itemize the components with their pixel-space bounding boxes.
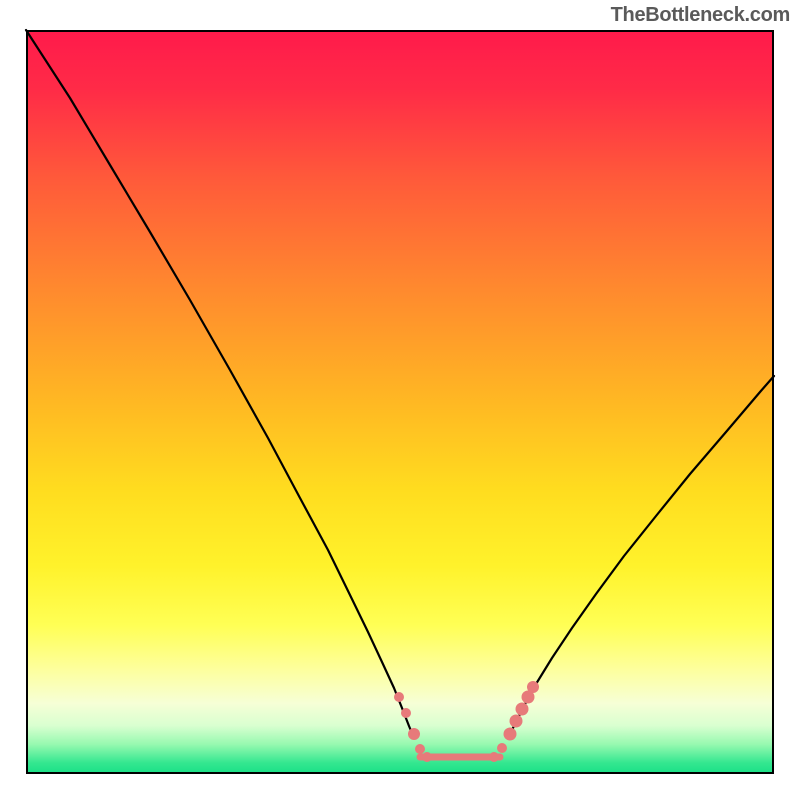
scatter-point — [415, 744, 425, 754]
scatter-point — [510, 715, 523, 728]
scatter-point — [394, 692, 404, 702]
chart-frame: TheBottleneck.com — [0, 0, 800, 800]
watermark-text: TheBottleneck.com — [611, 4, 790, 27]
scatter-points — [394, 681, 539, 762]
scatter-point — [489, 752, 499, 762]
scatter-point — [408, 728, 420, 740]
scatter-point — [497, 743, 507, 753]
scatter-point — [504, 728, 517, 741]
left-curve — [26, 30, 414, 738]
scatter-point — [422, 752, 432, 762]
bottleneck-curve-chart — [0, 0, 800, 800]
scatter-point — [527, 681, 539, 693]
scatter-point — [516, 703, 529, 716]
scatter-point — [401, 708, 411, 718]
right-curve — [508, 376, 774, 738]
